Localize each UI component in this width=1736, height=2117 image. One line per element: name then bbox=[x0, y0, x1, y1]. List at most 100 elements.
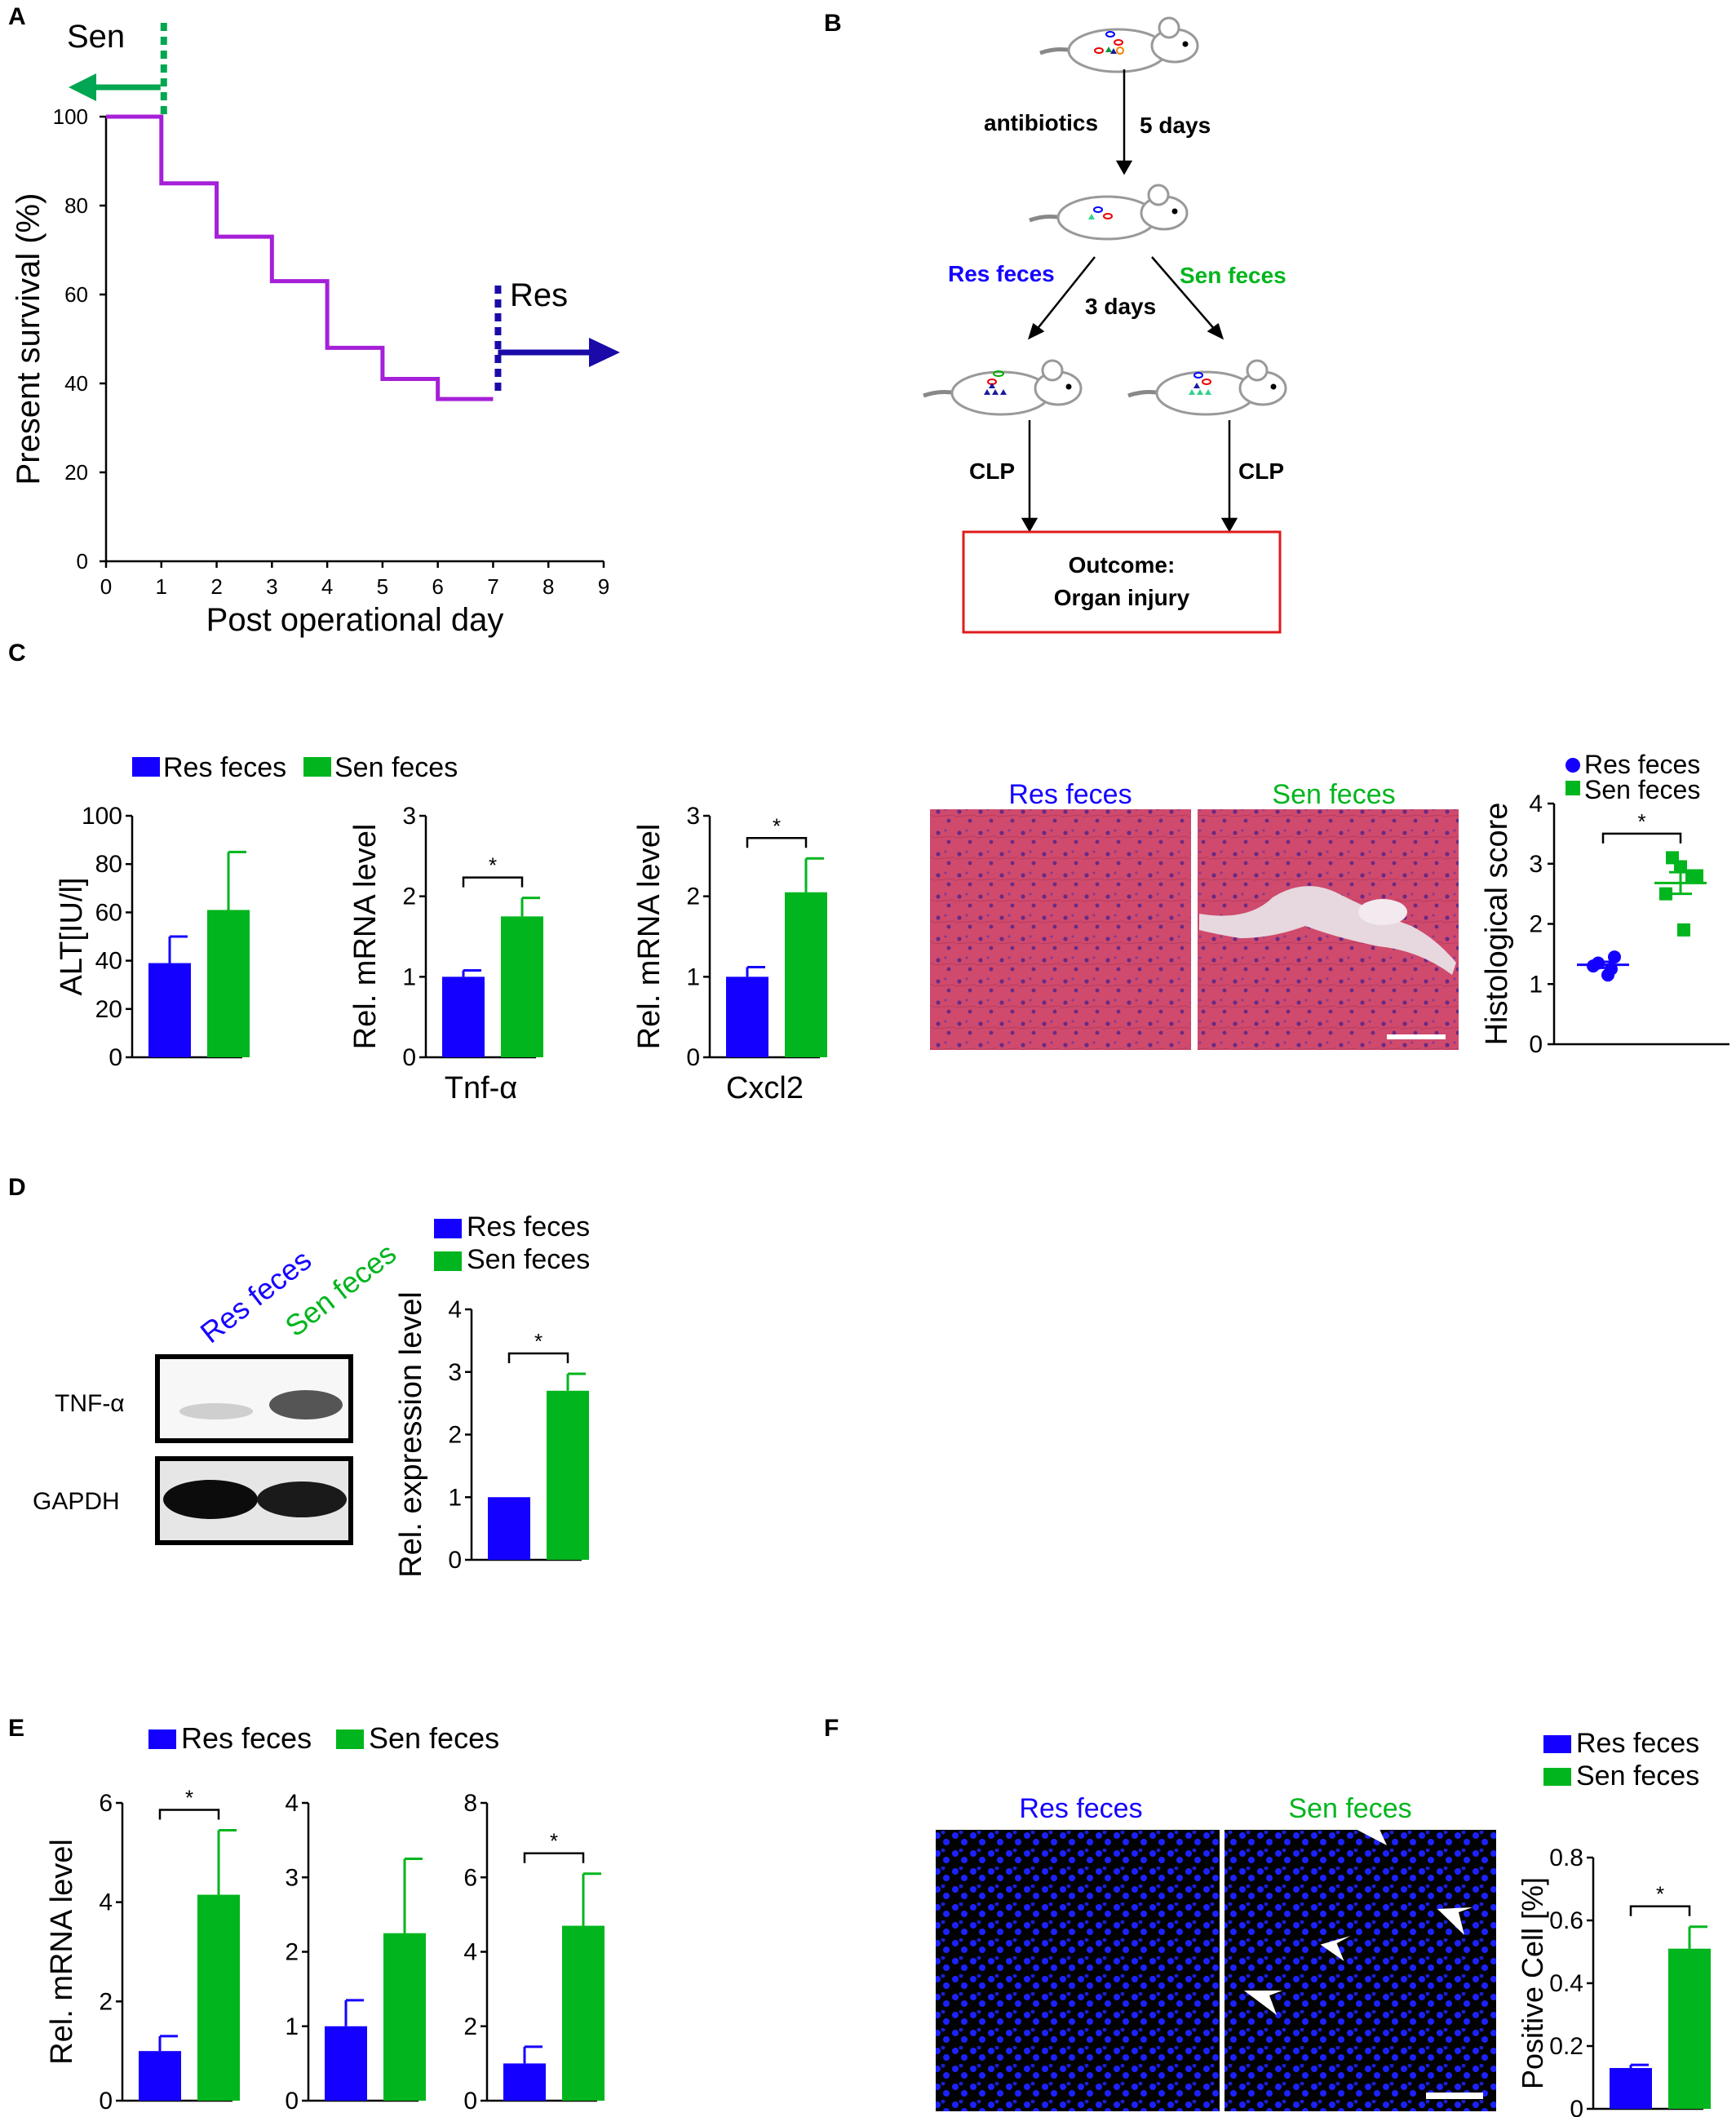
band-label-gapdh: GAPDH bbox=[33, 1488, 120, 1515]
legend-marker-sen bbox=[1566, 781, 1580, 795]
significance-bracket bbox=[746, 837, 808, 848]
y-tick-label: 2 bbox=[1529, 911, 1543, 938]
x-tick-label: 2 bbox=[210, 574, 222, 599]
y-tick-label: 0 bbox=[1529, 1031, 1543, 1058]
legend-swatch-sen bbox=[336, 1729, 364, 1749]
tnf-mrna-chart: 0 2 4 6 * Tnf-α Rel. mRNA level bbox=[45, 1785, 240, 2117]
y-tick-label: 60 bbox=[64, 282, 88, 307]
y-tick-label: 1 bbox=[402, 963, 416, 990]
y-tick-label: 4 bbox=[99, 1889, 113, 1916]
arrow-icon bbox=[1244, 1824, 1472, 2015]
y-tick-label: 0.8 bbox=[1549, 1845, 1583, 1871]
y-tick-label: 4 bbox=[463, 1939, 477, 1966]
bar-sen bbox=[1668, 1948, 1711, 2109]
y-tick-label: 2 bbox=[448, 1422, 462, 1449]
y-tick-label: 0 bbox=[448, 1547, 462, 1574]
significance-bracket bbox=[462, 876, 524, 888]
res-arrow-head bbox=[589, 338, 620, 367]
y-tick-label: 4 bbox=[285, 1790, 299, 1817]
legend-swatch-sen bbox=[1543, 1768, 1571, 1786]
legend-label-sen: Sen feces bbox=[1576, 1760, 1699, 1791]
y-tick-label: 2 bbox=[99, 1988, 113, 2015]
y-axis-label: Rel. mRNA level bbox=[45, 1839, 79, 2065]
x-axis-label: Il-6 bbox=[342, 2115, 385, 2117]
data-point-sen bbox=[1674, 860, 1687, 874]
scale-bar bbox=[1387, 1034, 1446, 1039]
histology-images: Res feces Sen feces bbox=[930, 779, 1459, 1050]
y-tick-label: 0 bbox=[686, 1044, 700, 1071]
y-tick-label: 0 bbox=[99, 2088, 113, 2115]
panel-label-a: A bbox=[8, 3, 26, 30]
significance-star: * bbox=[1656, 1882, 1664, 1907]
y-axis-label: Rel. expression level bbox=[394, 1291, 428, 1578]
sen-annotation-label: Sen bbox=[67, 19, 125, 55]
histology-image-sen bbox=[1198, 809, 1459, 1050]
scale-bar bbox=[1426, 2093, 1483, 2099]
panel-label-b: B bbox=[824, 10, 842, 37]
histology-label-sen: Sen feces bbox=[1272, 779, 1395, 810]
significance-star: * bbox=[550, 1829, 558, 1853]
y-tick-label: 1 bbox=[686, 963, 700, 990]
legend-swatch-res bbox=[434, 1219, 462, 1238]
positive-cell-chart: 0 0.2 0.4 0.6 0.8 * Positive Cell [%] bbox=[1516, 1845, 1711, 2117]
legend: Res feces Sen feces bbox=[148, 1721, 499, 1755]
x-axis-label: Il-1β bbox=[512, 2115, 573, 2117]
mouse-icon bbox=[1039, 16, 1199, 73]
y-tick-label: 6 bbox=[99, 1790, 113, 1817]
y-tick-label: 4 bbox=[1529, 791, 1543, 817]
y-tick-label: 20 bbox=[95, 996, 122, 1023]
tnf-bar-chart: 0 1 2 3 * Tnf-α Rel. mRNA level bbox=[348, 803, 543, 1105]
y-axis-label: Rel. mRNA level bbox=[632, 824, 666, 1050]
legend-label-sen: Sen feces bbox=[369, 1721, 499, 1755]
outcome-subtitle: Organ injury bbox=[1054, 585, 1190, 610]
y-tick-label: 100 bbox=[82, 803, 122, 830]
legend: Res feces Sen feces bbox=[1543, 1728, 1699, 1791]
mouse-icon bbox=[1029, 184, 1189, 241]
y-tick-label: 100 bbox=[53, 104, 88, 129]
panel-label-f: F bbox=[824, 1715, 839, 1742]
y-tick-label: 0.2 bbox=[1549, 2033, 1583, 2060]
five-days-label: 5 days bbox=[1140, 113, 1211, 138]
y-tick-label: 80 bbox=[95, 851, 122, 878]
survival-chart: 0 20 40 60 80 100 0 1 2 3 4 5 6 7 8 9 Post operational d… bbox=[11, 19, 620, 638]
mouse-icon bbox=[923, 359, 1083, 416]
three-days-label: 3 days bbox=[1085, 294, 1156, 319]
y-axis-label: ALT[IU/l] bbox=[55, 878, 89, 996]
y-tick-label: 80 bbox=[64, 193, 88, 218]
y-tick-label: 4 bbox=[448, 1296, 462, 1323]
tnf-band-res bbox=[179, 1403, 253, 1419]
bar-sen bbox=[207, 910, 250, 1057]
bar-res bbox=[503, 2063, 546, 2101]
expression-bar-chart: 0 1 2 3 4 * Rel. expression level bbox=[394, 1291, 589, 1578]
y-tick-label: 0 bbox=[463, 2088, 477, 2115]
legend-label-res: Res feces bbox=[1576, 1728, 1699, 1759]
y-tick-label: 60 bbox=[95, 899, 122, 926]
y-axis-label: Histological score bbox=[1480, 803, 1514, 1046]
x-tick-label: 1 bbox=[156, 574, 167, 599]
bar-sen bbox=[383, 1933, 426, 2101]
mouse-icon bbox=[1127, 359, 1287, 416]
x-axis-label: Tnf-α bbox=[141, 2115, 215, 2117]
res-annotation-label: Res bbox=[510, 277, 568, 313]
bar-res bbox=[1610, 2067, 1652, 2109]
histology-image-res bbox=[930, 809, 1191, 1050]
significance-bracket bbox=[1601, 832, 1682, 844]
legend-label-sen: Sen feces bbox=[467, 1244, 590, 1275]
y-tick-label: 3 bbox=[1529, 851, 1543, 878]
bar-sen bbox=[197, 1894, 240, 2101]
res-feces-arrow-label: Res feces bbox=[948, 261, 1055, 286]
bar-sen bbox=[547, 1390, 589, 1560]
western-blot: Res feces Sen feces TNF-α GAPDH bbox=[33, 1236, 402, 1545]
y-tick-label: 40 bbox=[95, 948, 122, 975]
y-tick-label: 2 bbox=[463, 2013, 477, 2040]
bar-res bbox=[325, 2026, 367, 2101]
panel-label-c: C bbox=[8, 640, 26, 667]
alt-bar-chart: 0 20 40 60 80 100 ALT[IU/l] bbox=[55, 803, 250, 1071]
panel-label-d: D bbox=[8, 1174, 26, 1201]
y-tick-label: 8 bbox=[463, 1790, 477, 1817]
x-tick-label: 6 bbox=[432, 574, 443, 599]
y-tick-label: 0.6 bbox=[1549, 1907, 1583, 1934]
y-tick-label: 20 bbox=[64, 460, 88, 485]
bar-res bbox=[139, 2051, 181, 2101]
